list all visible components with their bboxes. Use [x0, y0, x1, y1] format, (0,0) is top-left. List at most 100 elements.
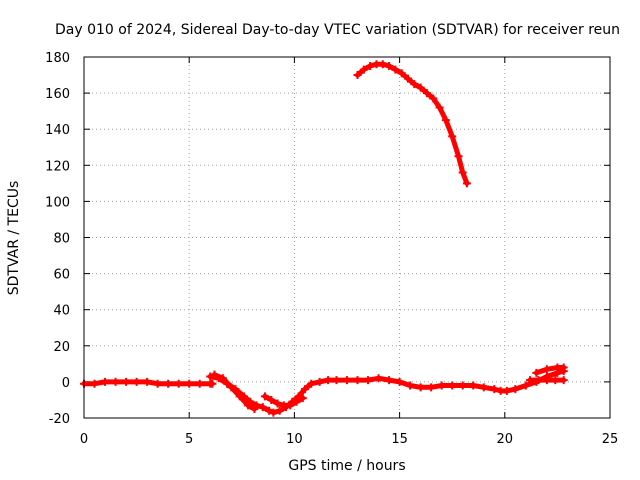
x-tick-label: 25 — [602, 432, 619, 447]
data-point-marker — [427, 383, 436, 392]
data-point-marker — [406, 381, 415, 390]
data-point-marker — [227, 383, 236, 392]
data-point-marker — [559, 376, 568, 385]
data-point-marker — [90, 379, 99, 388]
data-point-marker — [185, 379, 194, 388]
data-point-marker — [435, 103, 444, 112]
y-tick-label: 100 — [45, 195, 70, 210]
x-tick-label: 0 — [80, 432, 88, 447]
data-point-marker — [374, 374, 383, 383]
data-point-marker — [378, 60, 387, 69]
data-point-marker — [458, 168, 467, 177]
data-point-marker — [143, 377, 152, 386]
y-tick-label: 40 — [53, 304, 70, 319]
data-point-marker — [462, 179, 471, 188]
data-point-marker — [437, 381, 446, 390]
data-point-marker — [267, 395, 276, 404]
y-tick-label: 160 — [45, 87, 70, 102]
y-tick-label: -20 — [49, 412, 70, 427]
data-point-marker — [300, 385, 309, 394]
data-point-marker — [260, 392, 269, 401]
data-point-marker — [469, 381, 478, 390]
data-point-marker — [542, 365, 551, 374]
tick-layer: 0 5 10 15 20 25 -20 0 20 40 60 80 100 120 140 160 180 — [45, 51, 618, 447]
data-point-marker — [410, 80, 419, 89]
data-point-marker — [490, 385, 499, 394]
data-point-marker — [441, 116, 450, 125]
data-point-marker — [307, 379, 316, 388]
data-point-marker — [343, 376, 351, 385]
data-point-marker — [153, 379, 162, 388]
data-point-marker — [391, 65, 400, 74]
data-point-marker — [250, 404, 259, 413]
data-point-marker — [448, 132, 457, 141]
data-point-marker — [275, 406, 284, 415]
data-point-marker — [385, 376, 394, 385]
data-point-marker — [385, 62, 394, 71]
data-point-marker — [404, 74, 413, 83]
data-point-marker — [195, 379, 204, 388]
data-point-marker — [164, 379, 173, 388]
data-point-marker — [397, 69, 406, 78]
data-point-marker — [244, 401, 253, 410]
y-tick-label: 140 — [45, 123, 70, 138]
data-point-marker — [265, 406, 274, 415]
data-point-marker — [353, 71, 362, 80]
data-point-marker — [479, 383, 488, 392]
data-point-marker — [534, 376, 543, 385]
data-point-marker — [101, 377, 110, 386]
y-axis-label: SDTVAR / TECUs — [6, 181, 22, 296]
data-point-marker — [208, 379, 217, 388]
y-tick-label: 60 — [53, 268, 70, 283]
data-point-marker — [502, 386, 511, 395]
data-point-marker — [532, 368, 541, 377]
x-tick-label: 15 — [391, 432, 408, 447]
data-point-marker — [366, 62, 375, 71]
data-point-marker — [324, 376, 333, 385]
data-point-marker — [511, 385, 520, 394]
data-point-marker — [218, 374, 227, 383]
data-point-marker — [315, 377, 324, 386]
plot-frame — [83, 56, 611, 419]
data-point-marker — [353, 376, 362, 385]
y-tick-label: 80 — [53, 232, 70, 247]
data-point-marker — [332, 376, 341, 385]
y-tick-label: 20 — [53, 340, 70, 355]
grid-layer — [84, 57, 610, 418]
data-point-marker — [458, 381, 467, 390]
data-point-marker — [454, 152, 463, 161]
x-tick-label: 20 — [497, 432, 514, 447]
data-point-marker — [422, 89, 431, 98]
data-point-marker — [210, 370, 219, 379]
x-axis-label: GPS time / hours — [288, 458, 405, 474]
data-point-marker — [416, 83, 425, 92]
data-point-marker — [273, 399, 282, 408]
data-point-marker — [395, 377, 404, 386]
data-point-marker — [559, 363, 568, 372]
data-point-marker — [269, 408, 278, 417]
data-point-marker — [429, 94, 438, 103]
data-point-marker — [122, 377, 131, 386]
x-tick-label: 10 — [286, 432, 303, 447]
data-point-marker — [526, 376, 535, 385]
data-point-marker — [298, 394, 307, 403]
y-tick-label: 120 — [45, 159, 70, 174]
data-point-marker — [235, 392, 244, 401]
data-point-marker — [364, 376, 373, 385]
data-point-marker — [542, 376, 551, 385]
data-point-marker — [174, 379, 183, 388]
data-point-marker — [521, 381, 530, 390]
data-point-marker — [286, 401, 295, 410]
y-tick-label: 0 — [62, 376, 70, 391]
data-point-marker — [359, 65, 368, 74]
x-tick-label: 5 — [185, 432, 193, 447]
data-point-marker — [551, 376, 560, 385]
data-point-marker — [292, 397, 301, 406]
data-point-marker — [258, 403, 267, 412]
data-point-marker — [132, 377, 141, 386]
data-point-marker — [111, 377, 120, 386]
data-point-marker — [416, 383, 425, 392]
chart-title: Day 010 of 2024, Sidereal Day-to-day VTE… — [55, 22, 620, 38]
data-point-marker — [448, 381, 457, 390]
